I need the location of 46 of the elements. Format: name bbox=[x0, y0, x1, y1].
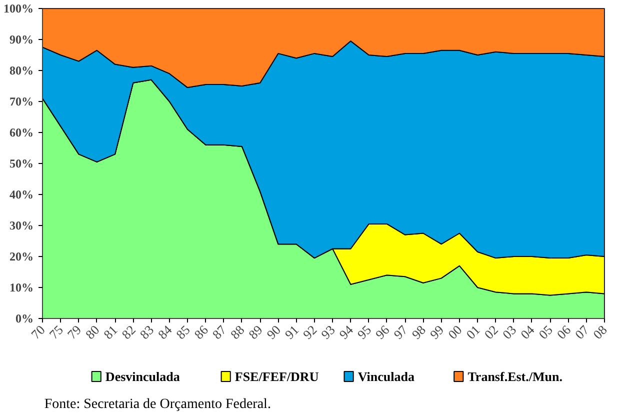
y-tick-label: 10% bbox=[10, 280, 34, 294]
x-tick-label: 86 bbox=[191, 322, 212, 342]
x-tick-label: 97 bbox=[390, 322, 411, 342]
y-tick-label: 100% bbox=[4, 2, 34, 16]
x-tick-label: 93 bbox=[318, 322, 338, 342]
y-tick-label: 70% bbox=[10, 94, 34, 108]
x-tick-label: 87 bbox=[209, 322, 230, 342]
x-tick-label: 84 bbox=[154, 322, 176, 342]
x-tick-label: 04 bbox=[517, 322, 538, 342]
legend-label: Vinculada bbox=[358, 369, 415, 384]
y-tick-label: 90% bbox=[10, 32, 34, 46]
x-tick-label: 88 bbox=[227, 322, 248, 342]
x-tick-label: 75 bbox=[46, 322, 66, 342]
legend-label: Desvinculada bbox=[105, 369, 180, 384]
x-tick-label: 07 bbox=[572, 322, 592, 342]
x-tick-label: 79 bbox=[64, 322, 84, 342]
x-tick-label: 90 bbox=[264, 322, 284, 342]
y-tick-label: 40% bbox=[10, 188, 34, 202]
legend-label: Transf.Est./Mun. bbox=[468, 369, 562, 384]
y-tick-label: 20% bbox=[10, 250, 34, 264]
legend-label: FSE/FEF/DRU bbox=[234, 369, 320, 384]
x-tick-label: 08 bbox=[590, 322, 610, 342]
x-tick-label: 99 bbox=[426, 322, 447, 342]
y-tick-label: 60% bbox=[10, 126, 34, 140]
x-tick-label: 81 bbox=[100, 322, 120, 342]
x-tick-label: 06 bbox=[554, 322, 574, 342]
x-tick-label: 85 bbox=[173, 322, 193, 342]
x-tick-label: 82 bbox=[118, 322, 138, 342]
x-tick-label: 83 bbox=[136, 322, 157, 342]
x-tick-label: 95 bbox=[354, 322, 374, 342]
y-tick-label: 50% bbox=[10, 156, 34, 170]
x-tick-label: 02 bbox=[481, 322, 502, 342]
x-tick-label: 94 bbox=[336, 322, 356, 342]
x-tick-label: 00 bbox=[444, 322, 465, 342]
x-tick-label: 03 bbox=[499, 322, 520, 342]
x-tick-label: 91 bbox=[282, 322, 302, 342]
source-note: Fonte: Secretaria de Orçamento Federal. bbox=[44, 397, 271, 412]
x-tick-label: 98 bbox=[408, 322, 429, 342]
y-tick-label: 30% bbox=[10, 218, 34, 232]
x-tick-label: 92 bbox=[300, 322, 320, 342]
x-tick-label: 05 bbox=[536, 322, 556, 342]
x-tick-label: 80 bbox=[82, 322, 102, 342]
x-tick-label: 01 bbox=[463, 322, 483, 342]
x-tick-label: 89 bbox=[246, 322, 266, 342]
y-tick-label: 80% bbox=[10, 64, 34, 78]
x-tick-label: 96 bbox=[372, 322, 393, 342]
